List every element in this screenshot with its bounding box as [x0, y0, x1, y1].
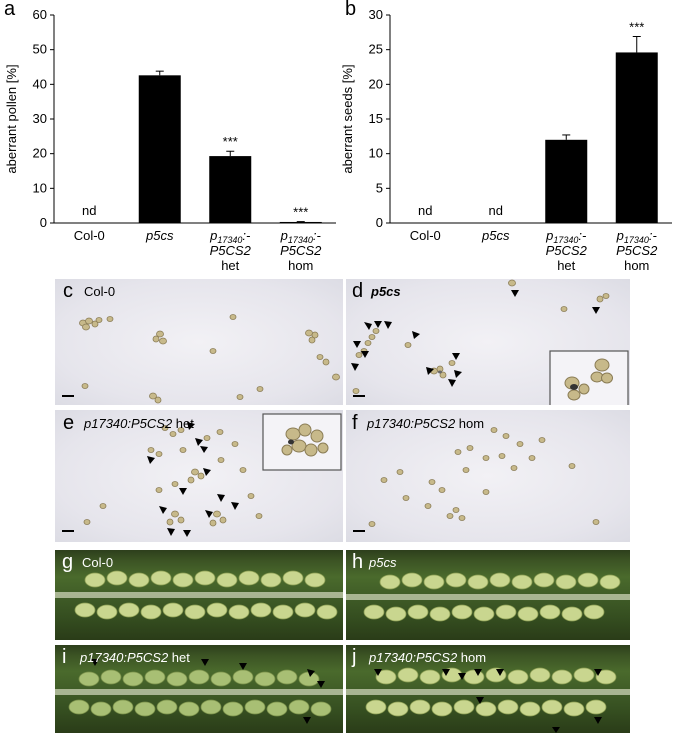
panel-e-label-genotype: het	[172, 416, 194, 431]
panel-letter-f: f	[352, 412, 358, 434]
panel-j-label-construct: p17340:P5CS2	[369, 650, 458, 665]
chart-b-ytick-label: 25	[369, 42, 383, 57]
photo-g-col0-silique	[55, 550, 343, 640]
panel-f-label-construct: p17340:P5CS2	[367, 416, 456, 431]
chart-b-category-label: P5CS2	[546, 243, 588, 258]
seeds-h	[346, 572, 630, 622]
chart-a-ytick-label: 50	[33, 42, 47, 57]
chart-b-category-label: P5CS2	[616, 243, 658, 258]
panel-letter-j: j	[352, 646, 357, 668]
photo-d-p5cs-pollen	[346, 279, 630, 405]
photo-h-p5cs-silique	[346, 550, 630, 640]
pollen-grains-e	[83, 413, 342, 537]
chart-b-category-label: p5cs	[481, 228, 510, 243]
chart-a: 0 10 20 30 40 50 60 aberrant pollen [%] nd Col-0 p…	[4, 7, 336, 273]
scale-bar-e	[62, 530, 74, 532]
chart-b-bar-annotation: nd	[418, 203, 432, 218]
chart-b-ylabel: aberrant seeds [%]	[342, 64, 355, 173]
pollen-grains-c	[79, 314, 340, 404]
chart-b-bar	[545, 139, 588, 223]
scale-bar-f	[353, 530, 365, 532]
panel-letter-i: i	[62, 646, 67, 668]
chart-b-category-label: Col-0	[410, 228, 441, 243]
chart-a-category-label: p17340:-	[280, 228, 322, 245]
chart-b-ytick-label: 30	[369, 7, 383, 22]
chart-a-bar-annotation: ***	[223, 134, 238, 149]
panel-i-label: p17340:P5CS2 het	[80, 650, 190, 665]
chart-a-ytick-label: 40	[33, 76, 47, 91]
chart-a-bar	[279, 221, 322, 223]
panel-letter-g: g	[62, 551, 74, 573]
photo-c-col0-pollen	[55, 279, 343, 405]
photo-i-het-silique	[55, 645, 343, 733]
chart-a-bar-annotation: ***	[293, 205, 308, 220]
chart-b-ytick-label: 10	[369, 146, 383, 161]
chart-a-category-label: hom	[288, 258, 313, 273]
chart-a-ytick-label: 10	[33, 180, 47, 195]
panel-letter-d: d	[352, 280, 364, 302]
chart-a-ytick-label: 30	[33, 111, 47, 126]
pollen-grains-f	[368, 427, 600, 527]
panel-letter-e: e	[63, 412, 75, 434]
panel-c-label: Col-0	[84, 284, 116, 299]
panel-e-label-construct: p17340:P5CS2	[84, 416, 173, 431]
panel-letter-h: h	[352, 551, 364, 573]
seeds-j	[346, 667, 630, 733]
scale-bar-d	[353, 395, 365, 397]
chart-a-category-label: p17340:-	[209, 228, 251, 245]
chart-a-ytick-label: 60	[33, 7, 47, 22]
chart-b-bar-annotation: nd	[489, 203, 503, 218]
seeds-g	[55, 570, 343, 620]
chart-a-category-label: P5CS2	[210, 243, 252, 258]
chart-b-ytick-label: 0	[376, 215, 383, 230]
chart-b-ytick-label: 20	[369, 76, 383, 91]
chart-b-category-label: hom	[624, 258, 649, 273]
chart-b-ytick-label: 15	[369, 111, 383, 126]
panel-f-label: p17340:P5CS2 hom	[367, 416, 484, 431]
chart-a-category-label: Col-0	[74, 228, 105, 243]
panel-h-label: p5cs	[369, 555, 397, 570]
panel-j-label-genotype: hom	[457, 650, 487, 665]
panel-j-label: p17340:P5CS2 hom	[369, 650, 486, 665]
chart-a-bar	[138, 75, 181, 223]
chart-b-bar	[615, 52, 658, 223]
panel-d-label: p5cs	[371, 284, 401, 299]
scale-bar-c	[62, 395, 74, 397]
chart-b-category-label: het	[557, 258, 575, 273]
photo-j-hom-silique	[346, 645, 630, 733]
chart-b-ytick-label: 5	[376, 180, 383, 195]
panel-f-label-genotype: hom	[455, 416, 485, 431]
chart-a-bar	[209, 156, 252, 223]
chart-b-category-label: p17340:-	[616, 228, 658, 245]
panel-letter-b: b	[345, 0, 357, 20]
photo-e-het-pollen	[55, 410, 343, 542]
panel-g-label: Col-0	[82, 555, 114, 570]
chart-b-category-label: p17340:-	[545, 228, 587, 245]
chart-b: 0 5 10 15 20 25 30 aberrant seeds [%] nd Col-0 nd p…	[342, 7, 672, 273]
chart-a-ytick-label: 0	[40, 215, 47, 230]
chart-a-bar-annotation: nd	[82, 203, 96, 218]
chart-a-category-label: p5cs	[145, 228, 174, 243]
panel-letter-c: c	[63, 280, 73, 302]
pollen-grains-d	[351, 279, 629, 405]
chart-a-category-label: het	[221, 258, 239, 273]
panel-i-label-genotype: het	[168, 650, 190, 665]
panel-e-label: p17340:P5CS2 het	[84, 416, 194, 431]
chart-b-bar-annotation: ***	[629, 19, 644, 34]
panel-i-label-construct: p17340:P5CS2	[80, 650, 169, 665]
chart-a-category-label: P5CS2	[280, 243, 322, 258]
seeds-i	[55, 659, 343, 724]
photo-f-hom-pollen	[346, 410, 630, 542]
chart-a-ylabel: aberrant pollen [%]	[4, 64, 19, 173]
panel-letter-a: a	[4, 0, 16, 20]
chart-a-ytick-label: 20	[33, 146, 47, 161]
